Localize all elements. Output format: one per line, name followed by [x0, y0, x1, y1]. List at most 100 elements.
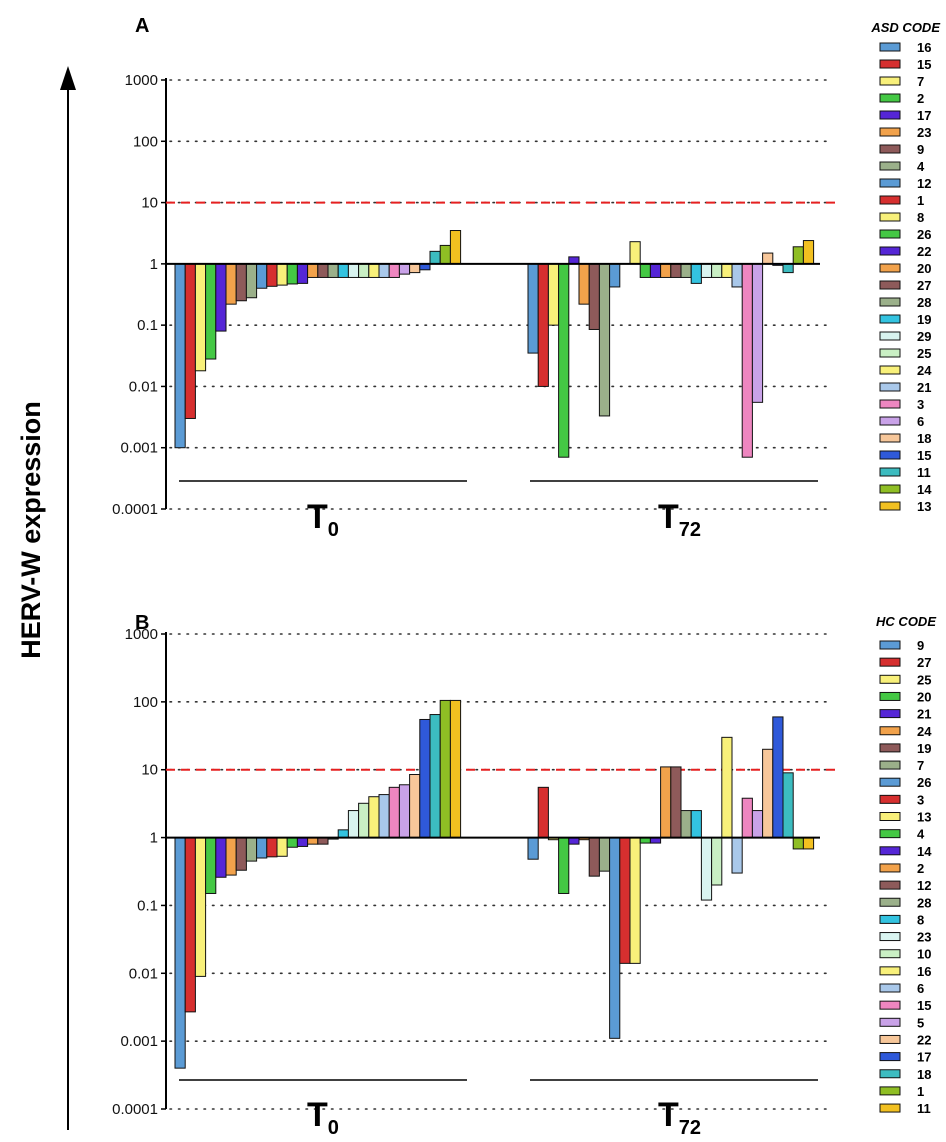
- bar-27-group-0: [184, 837, 196, 1013]
- panel-a-legend-title: ASD CODE: [870, 20, 940, 35]
- bar-10-group-0: [358, 802, 370, 839]
- bar-29-group-0: [347, 263, 360, 278]
- legend-swatch: [879, 399, 901, 409]
- legend-label: 6: [917, 981, 924, 996]
- legend-swatch: [879, 1017, 901, 1027]
- bar-8-group-0: [276, 263, 288, 286]
- bar-8-group-1: [629, 241, 641, 265]
- group-label-main: T: [307, 498, 328, 536]
- bar-8-group-0: [337, 829, 349, 839]
- bar-16-group-1: [721, 736, 733, 839]
- legend-swatch: [879, 280, 901, 290]
- bar-24-group-1: [721, 263, 733, 278]
- legend-label: 8: [917, 912, 924, 927]
- panel-b-bars: [166, 699, 820, 1069]
- panel-b-group-labels: T0 T72: [179, 1079, 818, 1139]
- group-label-subscript: 0: [328, 1117, 339, 1139]
- legend-label: 10: [917, 947, 931, 962]
- bar-4-group-1: [598, 263, 611, 417]
- y-tick-label: 0.01: [129, 378, 158, 395]
- legend-label: 5: [917, 1015, 924, 1030]
- bar-29-group-1: [700, 263, 713, 278]
- bar-1-group-0: [266, 263, 278, 287]
- bar-21-group-0: [378, 263, 390, 278]
- bar-25-group-0: [194, 837, 207, 977]
- bar-14-group-0: [296, 837, 309, 847]
- legend-swatch: [879, 314, 901, 324]
- legend-label: 21: [917, 707, 931, 722]
- bar-27-group-1: [537, 786, 549, 839]
- panel-b-legend-title: HC CODE: [876, 614, 936, 629]
- bar-11-group-0: [429, 250, 441, 265]
- legend-swatch: [879, 743, 901, 753]
- bar-3-group-0: [266, 837, 278, 858]
- legend-swatch: [879, 365, 901, 375]
- bar-28-group-0: [327, 263, 339, 278]
- legend-label: 7: [917, 758, 924, 773]
- legend-swatch: [879, 914, 901, 924]
- group-label-subscript: 0: [328, 519, 339, 541]
- legend-swatch: [879, 144, 901, 154]
- legend-label: 24: [917, 724, 932, 739]
- y-tick-label: 0.1: [137, 317, 158, 334]
- legend-label: 13: [917, 810, 931, 825]
- legend-swatch: [879, 932, 901, 942]
- bar-7-group-0: [194, 263, 207, 372]
- legend-swatch: [879, 76, 901, 86]
- bar-11-group-1: [802, 837, 815, 850]
- bar-22-group-0: [409, 774, 421, 839]
- y-tick-label: 10: [141, 762, 158, 779]
- bar-2-group-1: [558, 263, 570, 458]
- bar-14-group-0: [439, 244, 451, 265]
- y-tick-label: 10: [141, 195, 158, 212]
- legend-swatch: [879, 450, 901, 460]
- legend-label: 29: [917, 329, 931, 344]
- panel-b-letter: B: [135, 612, 149, 634]
- bar-26-group-1: [609, 837, 621, 1039]
- legend-label: 1: [917, 193, 924, 208]
- bar-1-group-0: [439, 699, 451, 839]
- legend-swatch: [879, 966, 901, 976]
- bar-15-group-1: [537, 263, 549, 387]
- bar-12-group-1: [670, 766, 682, 839]
- legend-label: 18: [917, 1067, 931, 1082]
- legend-swatch: [879, 484, 901, 494]
- legend-swatch: [879, 880, 901, 890]
- bar-25-group-1: [711, 263, 723, 278]
- legend-swatch: [879, 949, 901, 959]
- bar-6-group-1: [751, 263, 764, 403]
- legend-label: 3: [917, 397, 924, 412]
- legend-swatch: [879, 212, 901, 222]
- bar-18-group-1: [782, 772, 794, 839]
- legend-label: 14: [917, 844, 932, 859]
- legend-label: 26: [917, 775, 931, 790]
- legend-label: 16: [917, 964, 931, 979]
- legend-swatch: [879, 760, 901, 770]
- y-tick-label: 100: [133, 694, 158, 711]
- panel-a-group-labels: T0 T72: [179, 480, 818, 541]
- bar-17-group-1: [568, 256, 580, 265]
- legend-label: 12: [917, 878, 931, 893]
- bar-16-group-0: [368, 796, 380, 839]
- legend-swatch: [879, 812, 901, 821]
- bar-24-group-0: [225, 837, 237, 876]
- bar-17-group-0: [419, 718, 431, 839]
- legend-swatch: [879, 897, 901, 907]
- group-label-0: T0: [307, 1096, 339, 1139]
- bar-24-group-0: [368, 263, 380, 278]
- legend-label: 16: [917, 40, 931, 55]
- legend-label: 9: [917, 638, 924, 653]
- bar-18-group-0: [429, 714, 441, 839]
- bar-14-group-1: [792, 246, 804, 265]
- legend-swatch: [879, 674, 901, 684]
- legend-swatch: [879, 467, 901, 477]
- bar-2-group-0: [205, 263, 217, 360]
- bar-25-group-0: [358, 263, 370, 278]
- bar-4-group-0: [245, 263, 258, 299]
- legend-swatch: [879, 263, 901, 273]
- legend-swatch: [879, 709, 901, 719]
- legend-swatch: [879, 331, 901, 341]
- legend-swatch: [879, 657, 901, 667]
